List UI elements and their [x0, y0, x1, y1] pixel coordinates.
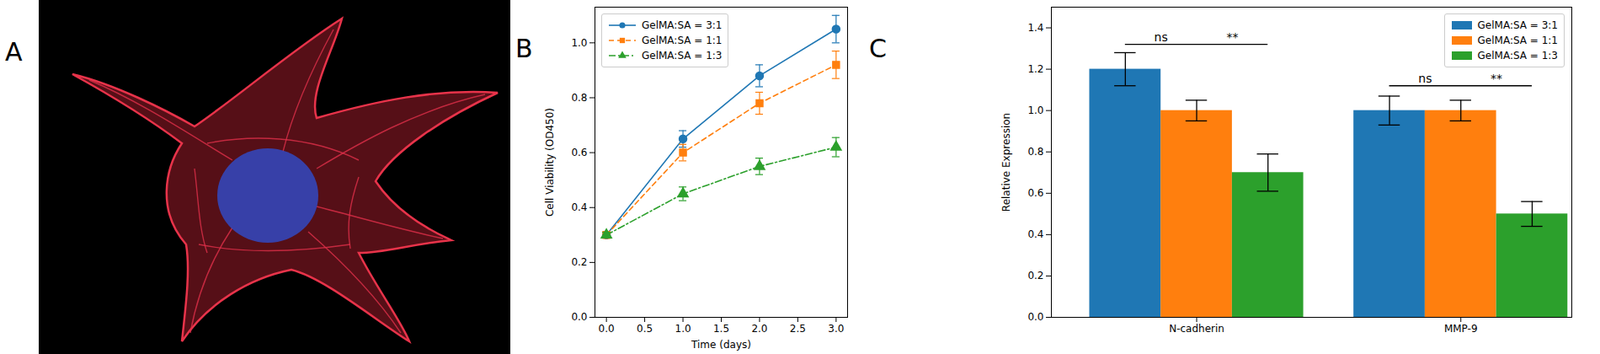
svg-text:1.0: 1.0 — [1027, 104, 1044, 117]
html-text:GelMA:SA = 1:3: GelMA:SA = 1:3 — [1477, 49, 1558, 62]
svg-text:1.0: 1.0 — [674, 322, 691, 335]
html-text:C: C — [869, 33, 887, 64]
svg-text:0.8: 0.8 — [570, 91, 587, 104]
svg-text:ns: ns — [1418, 71, 1432, 86]
svg-text:0.2: 0.2 — [1027, 269, 1044, 282]
svg-text:**: ** — [1226, 30, 1238, 44]
html-text:GelMA:SA = 1:3: GelMA:SA = 1:3 — [641, 49, 723, 62]
svg-text:0.6: 0.6 — [1027, 186, 1044, 199]
svg-text:ns: ns — [1154, 30, 1168, 44]
html-text:GelMA:SA = 3:1: GelMA:SA = 3:1 — [1477, 19, 1558, 32]
svg-text:3.0: 3.0 — [827, 322, 844, 335]
html-text:GelMA:SA = 1:1: GelMA:SA = 1:1 — [1477, 34, 1558, 47]
svg-text:0.0: 0.0 — [570, 310, 587, 323]
html-text:GelMA:SA = 1:1: GelMA:SA = 1:1 — [641, 34, 723, 47]
svg-text:Cell Viability (OD450): Cell Viability (OD450) — [544, 107, 556, 217]
svg-text:1.2: 1.2 — [1027, 63, 1044, 75]
svg-text:Time (days): Time (days) — [690, 338, 752, 351]
svg-text:0.4: 0.4 — [1027, 228, 1044, 240]
svg-text:1.0: 1.0 — [570, 37, 587, 49]
svg-text:0.2: 0.2 — [570, 256, 587, 268]
html-text:B: B — [515, 33, 533, 64]
svg-text:2.5: 2.5 — [789, 322, 806, 335]
svg-text:0.0: 0.0 — [1027, 310, 1044, 323]
svg-text:0.4: 0.4 — [570, 201, 587, 214]
html-text:A: A — [5, 37, 23, 67]
svg-text:**: ** — [1490, 71, 1503, 86]
svg-text:Relative Expression: Relative Expression — [1000, 112, 1013, 212]
html-text:GelMA:SA = 3:1: GelMA:SA = 3:1 — [641, 19, 723, 32]
svg-text:1.4: 1.4 — [1027, 21, 1044, 34]
svg-text:0.6: 0.6 — [570, 146, 587, 159]
svg-text:2.0: 2.0 — [751, 322, 768, 335]
svg-text:MMP-9: MMP-9 — [1444, 322, 1478, 335]
svg-text:0.5: 0.5 — [636, 322, 653, 335]
svg-text:0.8: 0.8 — [1027, 145, 1044, 158]
svg-text:1.5: 1.5 — [713, 322, 730, 335]
svg-text:N-cadherin: N-cadherin — [1168, 322, 1225, 335]
svg-text:0.0: 0.0 — [598, 322, 615, 335]
